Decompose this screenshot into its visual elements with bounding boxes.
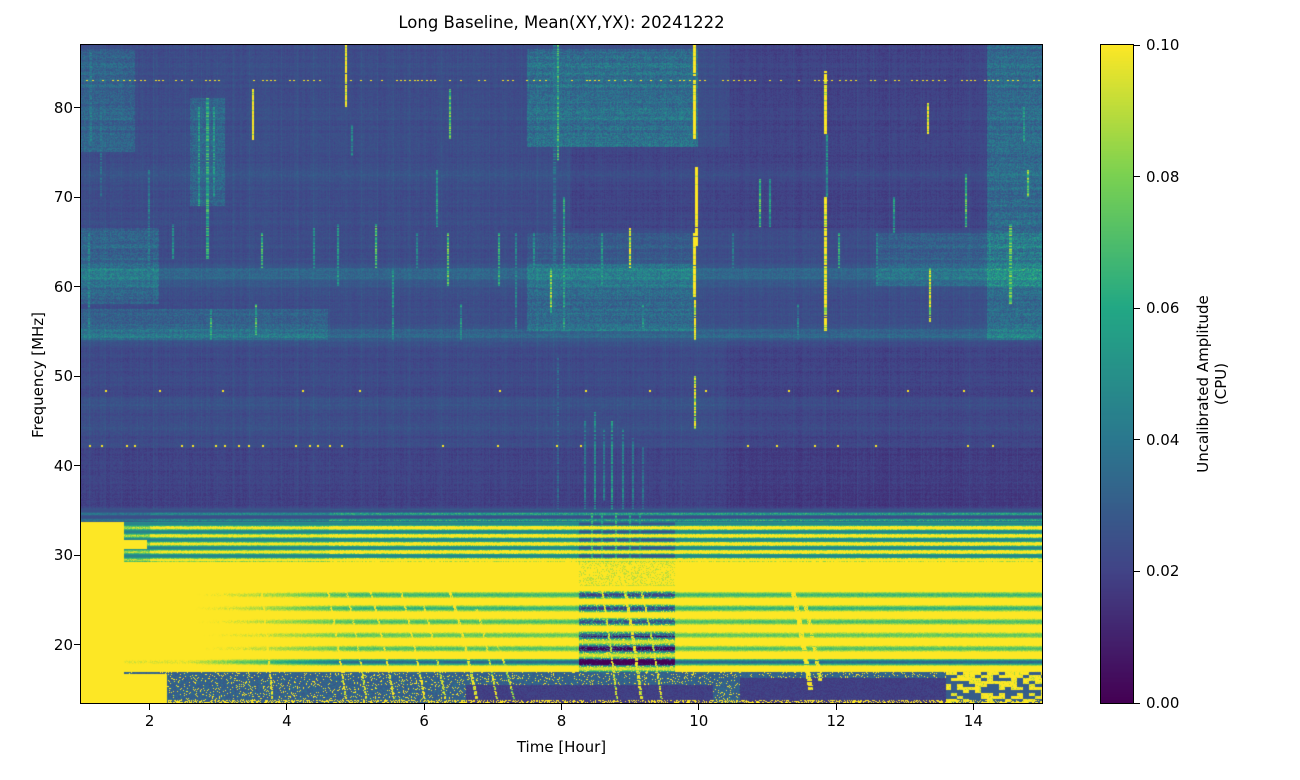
- colorbar: [1100, 44, 1134, 704]
- y-tick-mark: [74, 286, 80, 288]
- x-tick-label: 6: [419, 712, 429, 730]
- colorbar-tick-mark: [1134, 44, 1140, 46]
- colorbar-tick-label: 0.04: [1146, 430, 1180, 449]
- y-tick-label: 40: [53, 456, 73, 475]
- y-tick-mark: [74, 375, 80, 377]
- y-tick-label: 20: [53, 635, 73, 654]
- x-tick-label: 8: [556, 712, 567, 730]
- colorbar-tick-mark: [1134, 307, 1140, 309]
- chart-title: Long Baseline, Mean(XY,YX): 20241222: [398, 13, 725, 32]
- colorbar-tick-label: 0.00: [1146, 694, 1180, 712]
- colorbar-label: Uncalibrated Amplitude (CPU): [1194, 295, 1230, 473]
- colorbar-canvas: [1101, 45, 1133, 703]
- colorbar-tick-mark: [1134, 570, 1140, 572]
- x-tick-mark: [972, 704, 974, 710]
- y-tick-label: 60: [53, 277, 73, 296]
- y-tick-mark: [74, 554, 80, 556]
- x-tick-mark: [561, 704, 562, 710]
- spectrogram-plot-area: [80, 44, 1043, 704]
- x-tick-mark: [835, 704, 837, 710]
- colorbar-tick-mark: [1134, 176, 1140, 178]
- y-tick-mark: [74, 465, 80, 467]
- x-tick-mark: [698, 704, 700, 710]
- x-tick-label: 2: [144, 712, 155, 730]
- x-tick-mark: [149, 704, 151, 710]
- y-tick-mark: [74, 196, 80, 198]
- colorbar-tick-mark: [1134, 702, 1140, 704]
- colorbar-tick-label: 0.02: [1146, 562, 1180, 581]
- x-tick-mark: [286, 704, 288, 710]
- y-tick-mark: [74, 644, 80, 646]
- colorbar-tick-label: 0.10: [1146, 36, 1180, 54]
- colorbar-tick-label: 0.06: [1146, 299, 1180, 318]
- x-tick-label: 10: [689, 712, 709, 730]
- y-tick-label: 70: [53, 188, 73, 207]
- y-tick-mark: [74, 107, 80, 109]
- y-tick-label: 80: [53, 98, 73, 117]
- x-tick-mark: [423, 704, 425, 710]
- spectrogram-canvas: [81, 45, 1042, 703]
- y-tick-label: 30: [53, 546, 73, 565]
- x-tick-label: 12: [826, 712, 846, 730]
- x-tick-label: 4: [282, 712, 292, 730]
- y-tick-label: 50: [53, 367, 73, 386]
- colorbar-tick-mark: [1134, 439, 1140, 441]
- x-axis-label: Time [Hour]: [516, 738, 607, 756]
- colorbar-tick-label: 0.08: [1146, 167, 1180, 186]
- x-tick-label: 14: [963, 712, 983, 730]
